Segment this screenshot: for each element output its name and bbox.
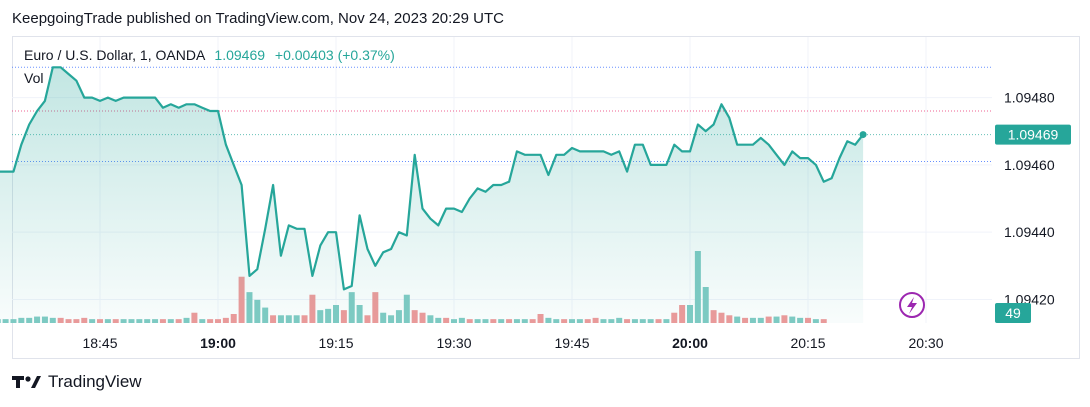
y-tick-label: 1.09460 — [1004, 157, 1055, 173]
x-axis: 18:45 19:00 19:15 19:30 19:45 20:00 20:15 20:30 — [82, 335, 943, 351]
brand-name[interactable]: TradingView — [48, 372, 142, 391]
price-change-value: +0.00403 (+0.37%) — [274, 47, 395, 63]
lightning-icon[interactable] — [899, 292, 925, 318]
last-price-dot — [859, 131, 867, 139]
symbol-title[interactable]: Euro / U.S. Dollar, 1, OANDA — [24, 47, 205, 63]
publisher-caption: KeepgoingTrade published on TradingView.… — [12, 10, 504, 27]
footer-branding: TradingView — [12, 372, 142, 392]
chart-legend: Euro / U.S. Dollar, 1, OANDA 1.09469 +0.… — [24, 47, 395, 63]
x-tick-label: 20:30 — [908, 335, 943, 351]
last-price-badge: 1.09469 — [995, 124, 1071, 145]
last-price-value: 1.09469 — [214, 47, 266, 63]
volume-value-badge: 49 — [995, 303, 1031, 323]
price-line — [0, 66, 864, 291]
x-tick-label: 19:45 — [554, 335, 589, 351]
price-area-fill — [0, 67, 864, 323]
y-tick-label: 1.09440 — [1004, 224, 1055, 240]
x-tick-label: 20:15 — [790, 335, 825, 351]
x-tick-label: 19:30 — [436, 335, 471, 351]
volume-indicator-label[interactable]: Vol — [24, 70, 44, 86]
y-tick-label: 1.09480 — [1004, 90, 1055, 106]
last-price-label: 1.09469 — [1008, 127, 1059, 143]
x-tick-label: 18:45 — [82, 335, 117, 351]
tradingview-logo-icon — [12, 376, 41, 388]
x-tick-label: 19:00 — [200, 335, 236, 351]
x-tick-label: 19:15 — [318, 335, 353, 351]
volume-value-label: 49 — [1005, 305, 1021, 321]
x-tick-label: 20:00 — [672, 335, 708, 351]
price-reference-lines — [12, 66, 992, 162]
